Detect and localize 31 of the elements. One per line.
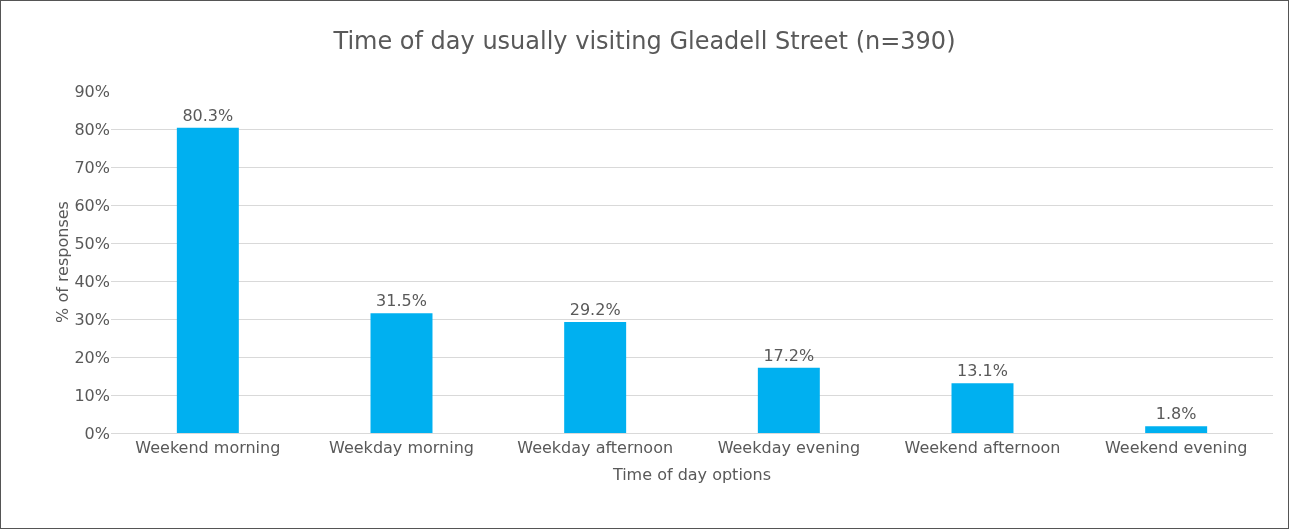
bar [176,127,239,433]
bar [757,367,820,433]
data-label: 13.1% [957,361,1008,381]
x-tick-label: Weekday evening [717,438,861,458]
data-label: 17.2% [763,345,815,365]
bar [1145,426,1208,433]
y-tick-label: 50% [74,233,110,253]
x-tick-label: Weekend evening [1104,438,1248,458]
y-tick-label: 30% [74,309,110,329]
y-axis-title: % of responses [53,201,73,323]
bar [951,383,1014,433]
y-tick-label: 80% [74,119,110,139]
y-tick-label: 90% [74,81,110,101]
y-tick-label: 0% [84,423,110,443]
data-label: 1.8% [1155,404,1197,424]
data-label: 80.3% [182,105,234,125]
y-tick-label: 60% [74,195,110,215]
y-tick-label: 10% [74,385,110,405]
y-tick-label: 40% [74,271,110,291]
x-tick-label: Weekend afternoon [904,438,1061,458]
bar [370,313,433,433]
x-axis-title: Time of day options [611,464,772,484]
x-tick-label: Weekday afternoon [517,438,674,458]
x-tick-label: Weekday morning [329,438,474,458]
data-label: 31.5% [376,291,427,311]
y-tick-label: 70% [74,157,110,177]
y-tick-label: 20% [74,347,110,367]
chart-title: Time of day usually visiting Gleadell Street (n=390) [332,27,956,56]
data-label: 29.2% [569,300,621,320]
bar [564,322,627,433]
x-tick-label: Weekend morning [135,438,281,458]
